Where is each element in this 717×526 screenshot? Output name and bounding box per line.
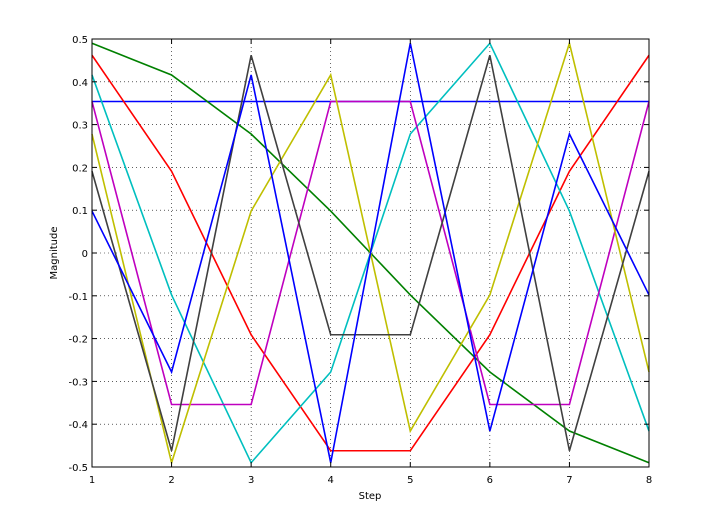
y-tick-label: 0.5 bbox=[72, 35, 88, 46]
y-tick-label: -0.1 bbox=[68, 292, 88, 303]
y-tick-label: 0.3 bbox=[72, 121, 88, 132]
y-tick-label: 0.1 bbox=[72, 206, 88, 217]
y-tick-label: -0.3 bbox=[68, 377, 88, 388]
x-tick-label: 1 bbox=[89, 475, 95, 486]
x-tick-label: 7 bbox=[566, 475, 572, 486]
x-tick-label: 6 bbox=[487, 475, 493, 486]
y-tick-label: -0.5 bbox=[68, 463, 88, 474]
x-tick-label: 3 bbox=[248, 475, 254, 486]
x-tick-label: 2 bbox=[168, 475, 174, 486]
x-tick-label: 4 bbox=[328, 475, 334, 486]
ticks bbox=[91, 38, 650, 468]
x-tick-label: 8 bbox=[646, 475, 652, 486]
y-tick-label: 0 bbox=[82, 249, 88, 260]
series-line-8 bbox=[91, 43, 650, 463]
series-line-7 bbox=[91, 55, 650, 451]
series-line-3 bbox=[91, 54, 650, 452]
series-line-5 bbox=[91, 100, 650, 406]
x-tick-label: 5 bbox=[407, 475, 413, 486]
tick-labels: 1 2 3 4 5 6 7 8 -0.5 -0.4 -0.3 -0.2 -0.1 0 0.1 0.2 0.3 0.… bbox=[68, 35, 652, 486]
y-axis-label: Magnitude bbox=[49, 227, 60, 280]
y-tick-label: 0.4 bbox=[72, 78, 88, 89]
y-tick-label: -0.2 bbox=[68, 335, 88, 346]
y-tick-label: 0.2 bbox=[72, 163, 88, 174]
x-axis-label: Step bbox=[359, 491, 382, 502]
series-group bbox=[91, 40, 650, 466]
y-tick-label: -0.4 bbox=[68, 420, 88, 431]
